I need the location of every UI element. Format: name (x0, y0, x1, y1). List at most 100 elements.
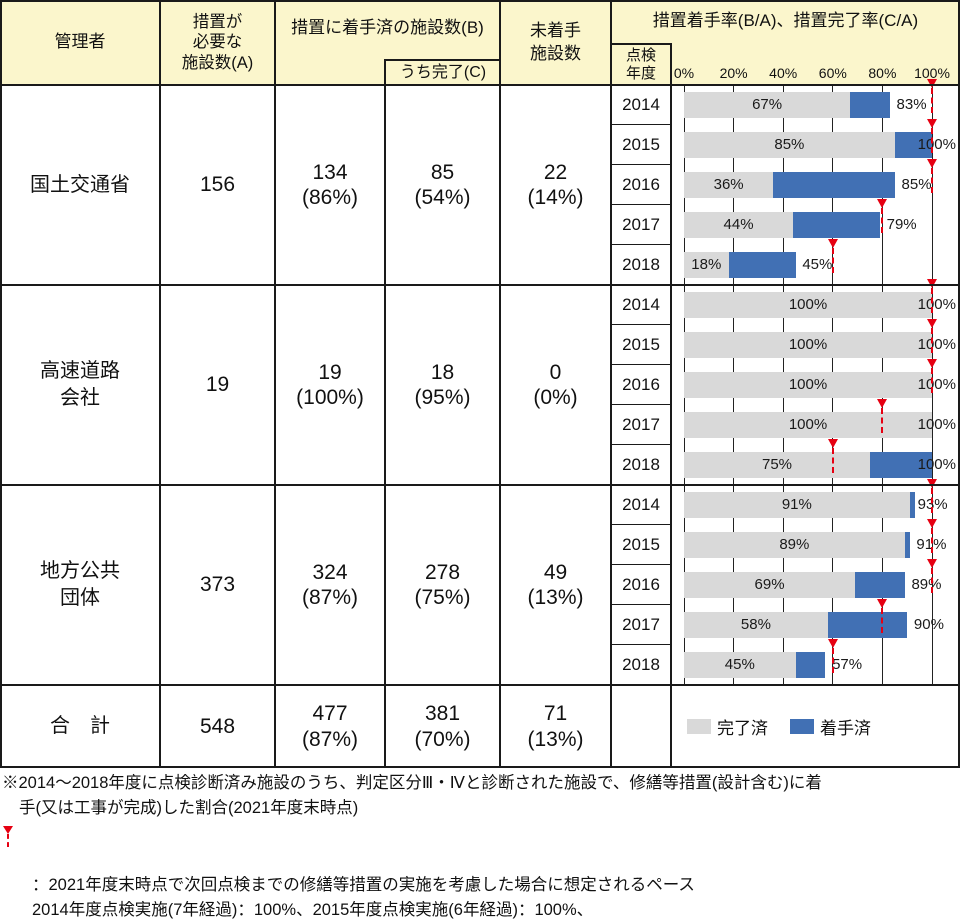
value-required-local-gov: 373 (199, 573, 236, 596)
divider (670, 43, 672, 768)
manager-name-expressway: 高速道路 会社 (40, 360, 120, 409)
inspection-year-2014: 2014 (611, 285, 671, 325)
pace-dash-line (831, 448, 834, 473)
footnote-pace: ：2021年度末時点で次回点検までの修繕等措置の実施を考慮した場合に想定されるペ… (2, 823, 958, 923)
bar-row-2018: 75% 100% (671, 439, 960, 485)
chart-legend: 完了済 着手済 (671, 685, 960, 768)
total-completed: 381 (70%) (414, 702, 471, 751)
plot-area-2017: 100% 100% (684, 399, 956, 445)
bar-row-2017: 58% 90% (671, 599, 960, 645)
label-completed-pct: 100% (788, 296, 828, 313)
bar-completed (684, 532, 905, 558)
bar-started (870, 452, 932, 478)
pace-marker (927, 79, 937, 113)
pace-marker (927, 279, 937, 313)
header-rate-title: 措置着手率(B/A)、措置完了率(C/A) (611, 0, 960, 43)
pace-dash-line (931, 88, 933, 113)
bar-row-2015: 85% 100% (671, 119, 960, 165)
legend-item-started: 着手済 (790, 714, 871, 739)
bar-completed (684, 652, 796, 678)
pace-marker (927, 119, 937, 153)
footnote-definition: ※2014～2018年度に点検診断済み施設のうち、判定区分Ⅲ・Ⅳと診断された施設… (2, 774, 822, 817)
plot-area-2014: 91% 93% (684, 479, 948, 525)
inspection-year-2018: 2018 (622, 455, 660, 474)
pace-triangle-icon (827, 639, 838, 648)
pace-dash-line (831, 648, 834, 673)
bar-completed (684, 572, 856, 598)
divider (0, 84, 960, 86)
total-required: 548 (199, 714, 236, 738)
pace-marker (827, 439, 838, 473)
plot-area-2017: 44% 79% (684, 199, 932, 245)
bar-row-2014: 91% 93% (671, 479, 960, 525)
bar-row-2015: 100% 100% (671, 319, 960, 365)
header-untouched-facilities: 未着手 施設数 (500, 0, 611, 85)
bar-completed (684, 252, 729, 278)
pace-dash-line (881, 208, 884, 233)
label-completed-pct: 69% (754, 576, 785, 593)
legend-item-completed: 完了済 (687, 714, 768, 739)
pace-marker (927, 359, 937, 393)
bar-completed (684, 92, 851, 118)
value-started-local-gov: 324 (87%) (301, 560, 359, 609)
pace-triangle-icon (927, 79, 937, 88)
pace-dash-line (931, 328, 933, 353)
label-started-pct: 89% (911, 576, 942, 593)
year-column-expressway: 2014 2015 2016 2017 2018 (611, 285, 671, 485)
inspection-year-2016: 2016 (611, 165, 671, 205)
bar-completed (684, 212, 794, 238)
pace-marker (827, 239, 838, 273)
label-started-pct: 45% (802, 256, 833, 273)
label-started-pct: 100% (917, 296, 956, 313)
bar-row-2015: 89% 91% (671, 519, 960, 565)
pace-triangle-icon (827, 439, 838, 448)
bar-started (793, 212, 880, 238)
pace-triangle-icon (877, 199, 888, 208)
footnote-pace-text: ：2021年度末時点で次回点検までの修繕等措置の実施を考慮した場合に想定されるペ… (32, 876, 695, 919)
plot-area-2014: 100% 100% (684, 279, 956, 325)
year-column-mlit: 2014 2015 2016 2017 2018 (611, 85, 671, 285)
axis-tick-0%: 0% (673, 65, 695, 81)
divider (499, 0, 501, 768)
label-started-pct: 100% (917, 136, 956, 153)
inspection-year-2017: 2017 (611, 405, 671, 445)
label-started-pct: 79% (886, 216, 917, 233)
axis-tick-40%: 40% (769, 65, 798, 81)
pace-marker (877, 199, 888, 233)
bar-started (855, 572, 905, 598)
bar-row-2016: 36% 85% (671, 159, 960, 205)
label-started-pct: 85% (901, 176, 932, 193)
bar-started (904, 532, 910, 558)
bar-completed (684, 332, 932, 358)
pace-triangle-icon (827, 239, 838, 248)
inspection-year-2015: 2015 (611, 525, 671, 565)
bar-started (894, 132, 932, 158)
legend-label-started: 着手済 (820, 719, 871, 738)
pace-triangle-icon (877, 399, 888, 408)
bar-row-2018: 18% 45% (671, 239, 960, 285)
bar-started (795, 652, 826, 678)
value-started-mlit: 134 (86%) (301, 160, 359, 209)
label-completed-pct: 18% (691, 256, 722, 273)
bar-row-2014: 67% 83% (671, 79, 960, 125)
header-completed-facilities: うち完了(C) (384, 59, 500, 85)
value-completed-expressway: 18 (95%) (414, 360, 471, 409)
bar-started (728, 252, 796, 278)
value-untouched-local-gov: 49 (13%) (527, 560, 584, 609)
plot-area-2016: 36% 85% (684, 159, 937, 205)
pace-triangle-icon (927, 159, 937, 168)
pace-triangle-icon (927, 559, 937, 568)
bar-row-2016: 100% 100% (671, 359, 960, 405)
label-started-pct: 57% (832, 656, 863, 673)
label-started-pct: 100% (917, 456, 956, 473)
plot-area-2015: 100% 100% (684, 319, 956, 365)
bar-row-2017: 100% 100% (671, 399, 960, 445)
label-started-pct: 100% (917, 376, 956, 393)
value-untouched-mlit: 22 (14%) (527, 160, 584, 209)
pace-triangle-icon (877, 599, 888, 608)
year-column-local-gov: 2014 2015 2016 2017 2018 (611, 485, 671, 685)
inspection-year-2017: 2017 (611, 605, 671, 645)
label-completed-pct: 100% (788, 376, 828, 393)
label-completed-pct: 44% (723, 216, 754, 233)
bar-started (827, 612, 908, 638)
